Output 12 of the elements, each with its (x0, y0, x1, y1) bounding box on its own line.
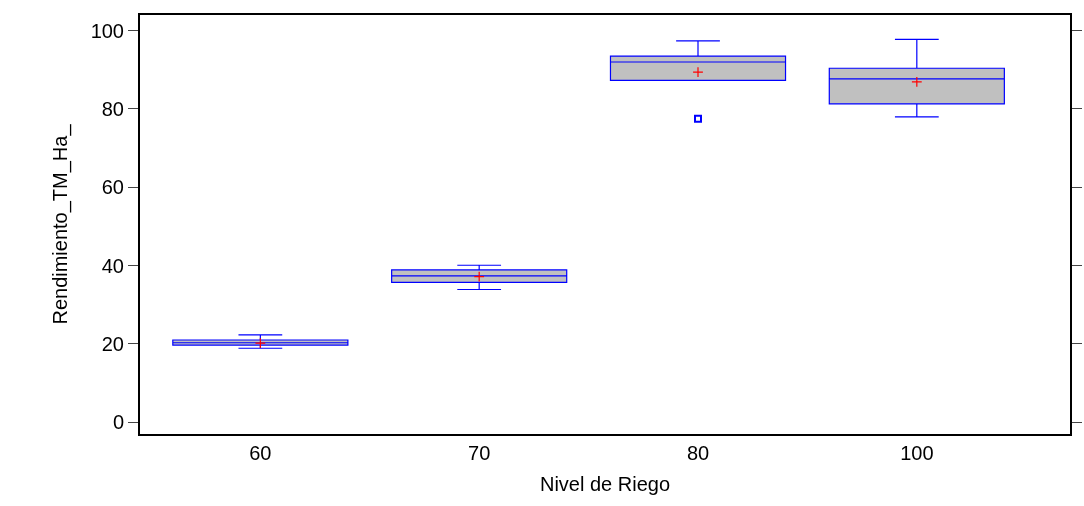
x-tick-label: 70 (468, 442, 491, 464)
y-axis-title: Rendimiento_TM_Ha_ (48, 123, 72, 325)
x-axis-title: Nivel de Riego (539, 473, 671, 495)
y-tick-label: 60 (101, 176, 124, 199)
x-tick-label: 80 (686, 442, 710, 464)
x-tick-label: 60 (249, 442, 272, 464)
y-tick-label: 40 (101, 254, 124, 277)
y-tick-label: 100 (90, 19, 124, 42)
x-tick-label: 100 (900, 442, 934, 464)
y-tick-label: 80 (101, 97, 124, 120)
y-tick-label: 20 (101, 332, 124, 355)
y-tick-label: 0 (112, 411, 124, 434)
